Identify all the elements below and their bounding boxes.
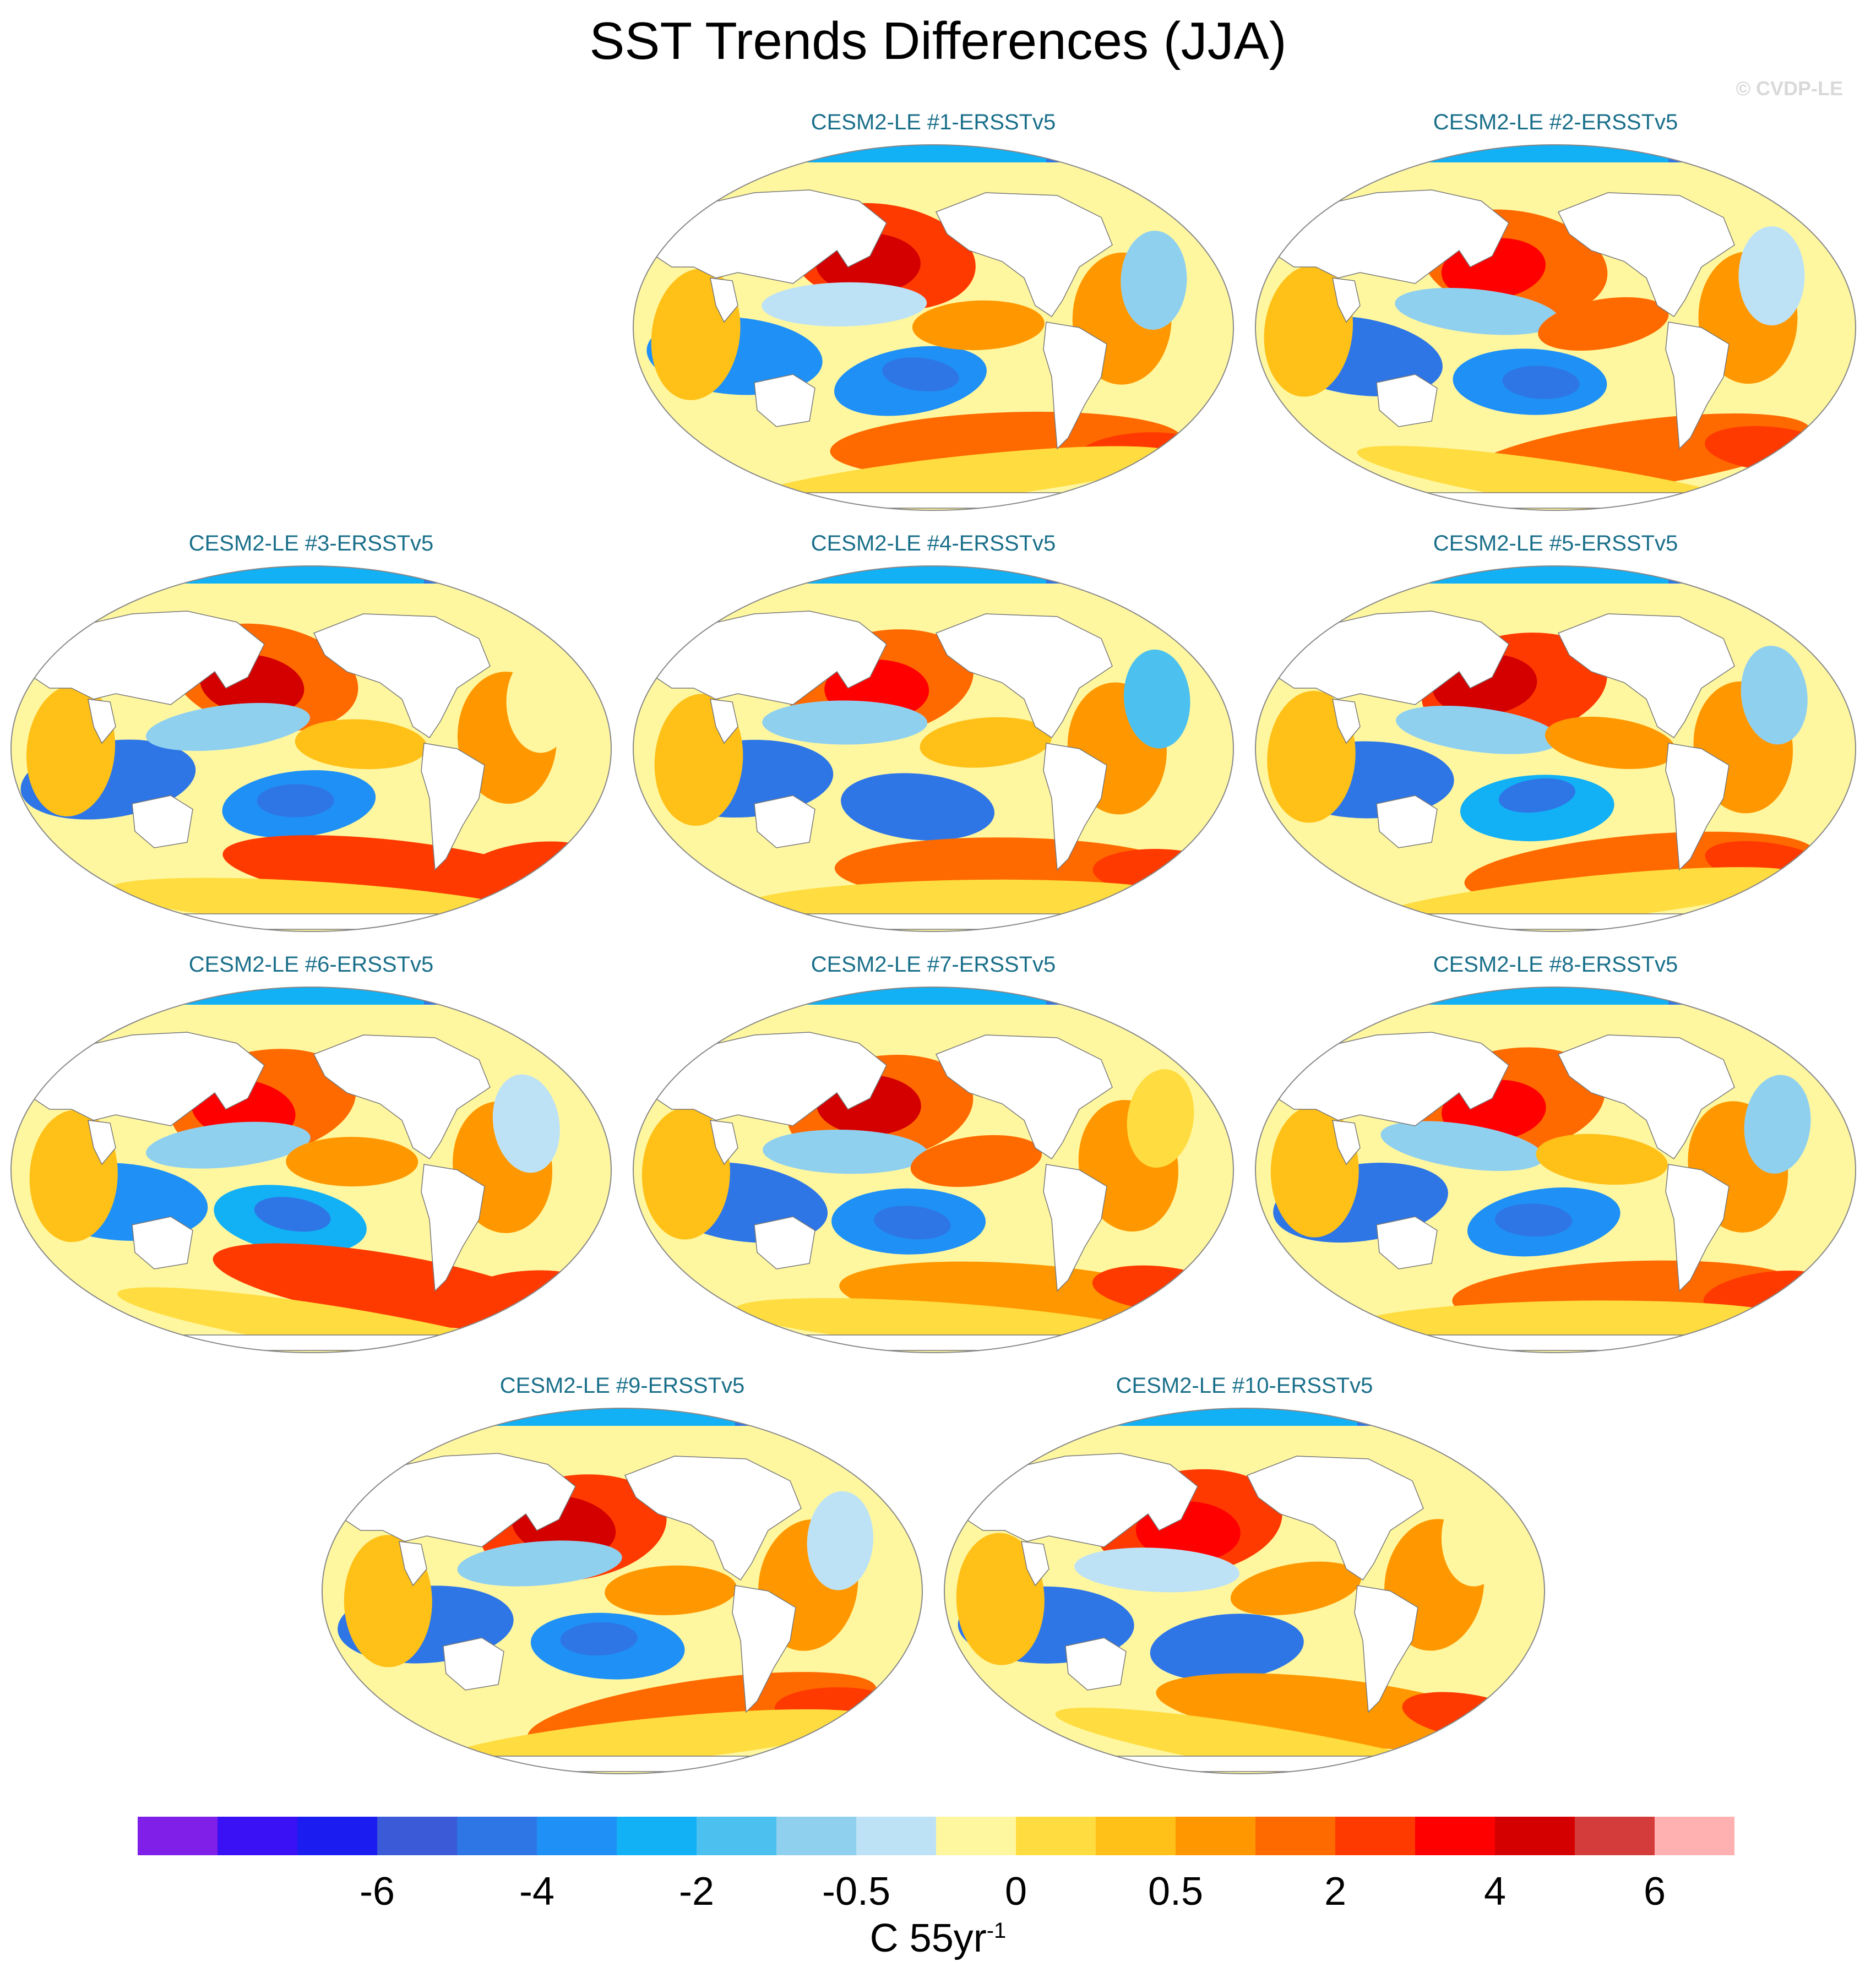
colorbar-swatch	[217, 1817, 298, 1855]
colorbar-swatch	[1255, 1817, 1336, 1855]
world-map	[633, 144, 1234, 511]
colorbar-swatch	[1415, 1817, 1496, 1855]
colorbar-tick-label: 4	[1483, 1870, 1507, 1914]
world-map	[1255, 987, 1856, 1353]
colorbar-swatch	[537, 1817, 617, 1855]
map-panel-1: CESM2-LE #1-ERSSTv5	[628, 110, 1239, 523]
colorbar-swatch	[1575, 1817, 1655, 1855]
panel-title: CESM2-LE #4-ERSSTv5	[811, 531, 1056, 555]
colorbar-tick-label: -6	[359, 1870, 395, 1914]
world-map	[322, 1408, 923, 1774]
colorbar-swatch	[1096, 1817, 1176, 1855]
colorbar-swatch	[1655, 1817, 1734, 1855]
colorbar-swatch	[617, 1817, 697, 1855]
map-panel-10: CESM2-LE #10-ERSSTv5	[939, 1374, 1550, 1786]
map-panel-8: CESM2-LE #8-ERSSTv5	[1250, 952, 1861, 1365]
map-panel-6: CESM2-LE #6-ERSSTv5	[6, 952, 617, 1365]
panel-title: CESM2-LE #8-ERSSTv5	[1433, 952, 1678, 977]
colorbar-swatch	[297, 1817, 378, 1855]
world-map	[1255, 565, 1856, 932]
colorbar-swatch	[697, 1817, 777, 1855]
colorbar-swatch	[138, 1817, 218, 1855]
colorbar-swatch	[856, 1817, 937, 1855]
map-panel-2: CESM2-LE #2-ERSSTv5	[1250, 110, 1861, 523]
colorbar-units: C 55yr-1	[869, 1916, 1007, 1960]
panel-title: CESM2-LE #5-ERSSTv5	[1433, 531, 1678, 555]
colorbar-tick-label: -4	[519, 1870, 555, 1914]
colorbar-tick-label: 0	[1004, 1870, 1027, 1914]
colorbar-swatch	[776, 1817, 857, 1855]
colorbar-swatch	[1335, 1817, 1416, 1855]
world-map	[10, 987, 612, 1353]
colorbar-swatch	[1176, 1817, 1256, 1855]
watermark: © CVDP-LE	[1736, 77, 1843, 100]
world-map	[1255, 144, 1856, 511]
map-panel-7: CESM2-LE #7-ERSSTv5	[628, 952, 1239, 1365]
panel-title: CESM2-LE #3-ERSSTv5	[188, 531, 434, 555]
panel-title: CESM2-LE #1-ERSSTv5	[811, 110, 1056, 134]
panel-title: CESM2-LE #6-ERSSTv5	[188, 952, 434, 977]
colorbar-swatch	[1016, 1817, 1096, 1855]
map-panel-9: CESM2-LE #9-ERSSTv5	[317, 1374, 928, 1786]
map-panel-5: CESM2-LE #5-ERSSTv5	[1250, 531, 1861, 944]
colorbar-swatch	[936, 1817, 1016, 1855]
panel-title: CESM2-LE #10-ERSSTv5	[1116, 1374, 1373, 1398]
colorbar-tick-label: -2	[678, 1870, 715, 1914]
panel-title: CESM2-LE #2-ERSSTv5	[1433, 110, 1678, 134]
colorbar-tick-label: 0.5	[1148, 1870, 1204, 1914]
colorbar-tick-label: 2	[1324, 1870, 1347, 1914]
map-panel-3: CESM2-LE #3-ERSSTv5	[6, 531, 617, 944]
colorbar	[138, 1817, 1734, 1855]
panel-title: CESM2-LE #9-ERSSTv5	[499, 1374, 745, 1398]
world-map	[633, 987, 1234, 1353]
colorbar-tick-label: 6	[1643, 1870, 1666, 1914]
panel-title: CESM2-LE #7-ERSSTv5	[811, 952, 1056, 977]
world-map	[944, 1408, 1545, 1774]
world-map	[10, 565, 612, 932]
colorbar-swatch	[1495, 1817, 1575, 1855]
page-title: SST Trends Differences (JJA)	[589, 12, 1287, 70]
map-panel-4: CESM2-LE #4-ERSSTv5	[628, 531, 1239, 944]
colorbar-swatch	[377, 1817, 458, 1855]
world-map	[633, 565, 1234, 932]
colorbar-swatch	[457, 1817, 537, 1855]
colorbar-tick-label: -0.5	[822, 1870, 891, 1914]
